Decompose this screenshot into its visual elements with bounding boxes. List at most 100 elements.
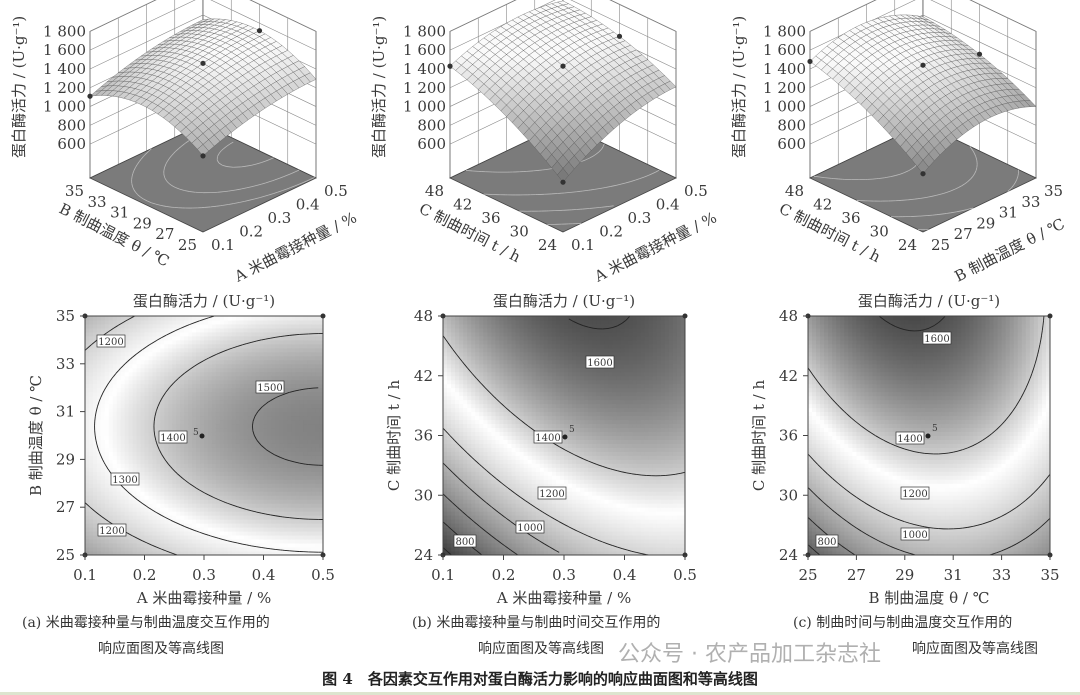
heatmap-cell [85,395,90,401]
heatmap-cell [184,399,189,405]
heatmap-cell [255,371,261,377]
heatmap-cell [148,435,153,440]
heatmap-cell [239,515,245,520]
heatmap-cell [267,467,272,472]
heatmap-cell [120,547,126,552]
heatmap-cell [196,343,201,349]
heatmap-cell [164,327,169,333]
floor-contour-segment [235,188,240,191]
heatmap-cell [231,319,237,325]
heatmap-cell [136,316,142,321]
y-tick-label: 24 [898,236,917,254]
heatmap-cell [156,487,161,492]
heatmap-cell [148,371,153,377]
heatmap-cell [192,323,197,329]
heatmap-cell [295,395,300,401]
heatmap-cell [112,419,118,425]
heatmap-cell [160,387,165,393]
heatmap-cell [275,439,280,444]
heatmap-cell [116,359,122,365]
heatmap-cell [263,431,268,436]
floor-contour-segment [582,208,590,210]
z-tick-label: 1 200 [403,79,446,97]
heatmap-cell [180,411,185,417]
heatmap-cell [243,415,249,421]
heatmap-cell [88,511,94,516]
heatmap-cell [148,316,153,321]
heatmap-cell [168,491,173,496]
heatmap-cell [200,339,205,345]
heatmap-cell [184,415,189,421]
heatmap-cell [168,419,173,425]
heatmap-cell [120,419,126,425]
heatmap-cell [100,543,106,548]
heatmap-cell [96,475,102,480]
heatmap-cell [219,503,225,508]
heatmap-cell [231,323,237,329]
floor-contour-segment [269,157,274,160]
heatmap-cell [192,387,197,393]
heatmap-cell [172,495,177,500]
heatmap-cell [275,543,280,548]
heatmap-cell [235,535,241,540]
heatmap-cell [231,415,237,421]
heatmap-cell [176,483,181,488]
heatmap-cell [140,339,145,345]
heatmap-cell [247,347,253,353]
heatmap-cell [136,399,142,405]
heatmap-cell [227,375,233,381]
heatmap-cell [85,331,90,337]
heatmap-cell [291,515,296,520]
heatmap-cell [148,323,153,329]
heatmap-cell [219,319,225,325]
heatmap-cell [200,391,205,397]
heatmap-cell [196,323,201,329]
heatmap-cell [144,387,149,393]
heatmap-cell [120,371,126,377]
heatmap-cell [180,347,185,353]
wall-gridline [89,0,317,32]
heatmap-cell [207,335,213,341]
heatmap-cell [207,403,213,409]
heatmap-cell [204,447,209,452]
heatmap-cell [152,535,157,540]
heatmap-cell [88,435,94,440]
heatmap-cell [267,363,272,369]
heatmap-cell [267,491,272,496]
heatmap-cell [196,475,201,480]
heatmap-cell [295,475,300,480]
heatmap-cell [204,407,209,413]
heatmap-cell [283,531,288,536]
heatmap-cell [136,435,142,440]
heatmap-cell [231,371,237,377]
heatmap-cell [227,431,233,436]
heatmap-cell [120,375,126,381]
heatmap-cell [144,451,149,456]
floor-contour-segment [265,159,270,162]
heatmap-cell [96,415,102,421]
heatmap-cell [85,355,90,361]
heatmap-cell [85,471,90,476]
heatmap-cell [215,459,221,464]
heatmap-cell [88,395,94,401]
heatmap-cell [200,363,205,369]
heatmap-cell [279,479,284,484]
heatmap-cell [100,435,106,440]
heatmap-cell [259,395,264,401]
heatmap-cell [88,355,94,361]
heatmap-cell [271,535,276,540]
heatmap-cell [211,335,217,341]
heatmap-cell [291,316,296,321]
heatmap-cell [231,379,237,385]
heatmap-cell [295,363,300,369]
heatmap-cell [204,535,209,540]
heatmap-cell [267,435,272,440]
heatmap-cell [267,463,272,468]
heatmap-cell [255,399,261,405]
x-axis-label: A 米曲霉接种量 / % [591,208,720,286]
heatmap-cell [279,343,284,349]
heatmap-cell [148,363,153,369]
heatmap-cell [295,463,300,468]
heatmap-cell [104,471,110,476]
heatmap-cell [176,515,181,520]
